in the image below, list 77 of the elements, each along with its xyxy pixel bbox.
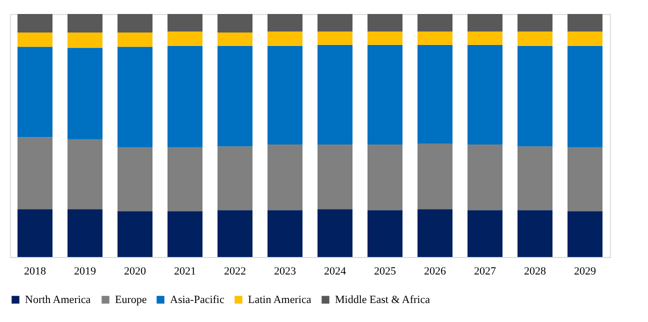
bar — [68, 48, 102, 140]
bar — [68, 139, 102, 210]
bar — [318, 31, 352, 45]
bar — [218, 210, 252, 257]
x-tick-label: 2022 — [224, 266, 246, 278]
x-tick-label: 2021 — [174, 266, 196, 278]
bar — [218, 46, 252, 146]
bar — [268, 14, 302, 32]
x-tick-label: 2029 — [574, 266, 596, 278]
bar — [168, 14, 202, 32]
bar — [118, 211, 152, 257]
legend-label: North America — [25, 294, 91, 306]
bar — [518, 146, 552, 210]
bar — [468, 210, 502, 257]
bar — [468, 144, 502, 210]
bar — [518, 31, 552, 46]
bar — [18, 137, 52, 210]
bar — [568, 14, 602, 32]
bar — [118, 14, 152, 32]
x-tick-label: 2024 — [324, 266, 346, 278]
x-tick-label: 2028 — [524, 266, 546, 278]
bar — [418, 144, 452, 210]
bar — [168, 46, 202, 148]
bar — [418, 44, 452, 144]
bar — [118, 46, 152, 148]
bar — [268, 210, 302, 257]
x-tick-label: 2019 — [74, 266, 96, 278]
bar — [518, 14, 552, 32]
bar — [18, 32, 52, 47]
bar — [468, 31, 502, 45]
bar — [168, 147, 202, 212]
bar — [218, 146, 252, 210]
x-tick-label: 2018 — [24, 266, 46, 278]
bar — [118, 32, 152, 47]
bar — [368, 44, 402, 144]
bar — [218, 14, 252, 32]
bar — [218, 32, 252, 46]
bar — [568, 46, 602, 148]
bar — [68, 14, 102, 32]
x-tick-label: 2027 — [474, 266, 496, 278]
bar — [168, 211, 202, 257]
bar — [18, 209, 52, 257]
legend-label: Europe — [115, 294, 147, 306]
x-tick-label: 2026 — [424, 266, 446, 278]
legend-label: Middle East & Africa — [335, 294, 430, 306]
bar — [268, 144, 302, 210]
bar — [68, 209, 102, 257]
bar — [418, 14, 452, 32]
bar — [418, 31, 452, 45]
bar — [468, 44, 502, 144]
bar — [368, 144, 402, 210]
bar — [418, 209, 452, 257]
bar — [268, 31, 302, 46]
bar — [568, 147, 602, 212]
bar — [518, 210, 552, 257]
legend-label: Asia-Pacific — [170, 294, 224, 306]
legend-label: Latin America — [248, 294, 312, 306]
x-tick-label: 2025 — [374, 266, 396, 278]
bar — [318, 144, 352, 210]
bar — [68, 32, 102, 48]
bar — [368, 210, 402, 257]
bar — [318, 209, 352, 257]
bar — [568, 211, 602, 257]
bar — [118, 147, 152, 212]
bar — [318, 44, 352, 144]
bar — [18, 46, 52, 138]
bar — [568, 31, 602, 46]
bar — [268, 46, 302, 144]
bar — [468, 14, 502, 32]
bar — [168, 31, 202, 46]
x-tick-label: 2023 — [274, 266, 296, 278]
bar — [318, 14, 352, 32]
bar — [368, 31, 402, 45]
x-tick-label: 2020 — [124, 266, 146, 278]
bar — [18, 14, 52, 32]
bar — [368, 14, 402, 32]
bar — [518, 46, 552, 146]
